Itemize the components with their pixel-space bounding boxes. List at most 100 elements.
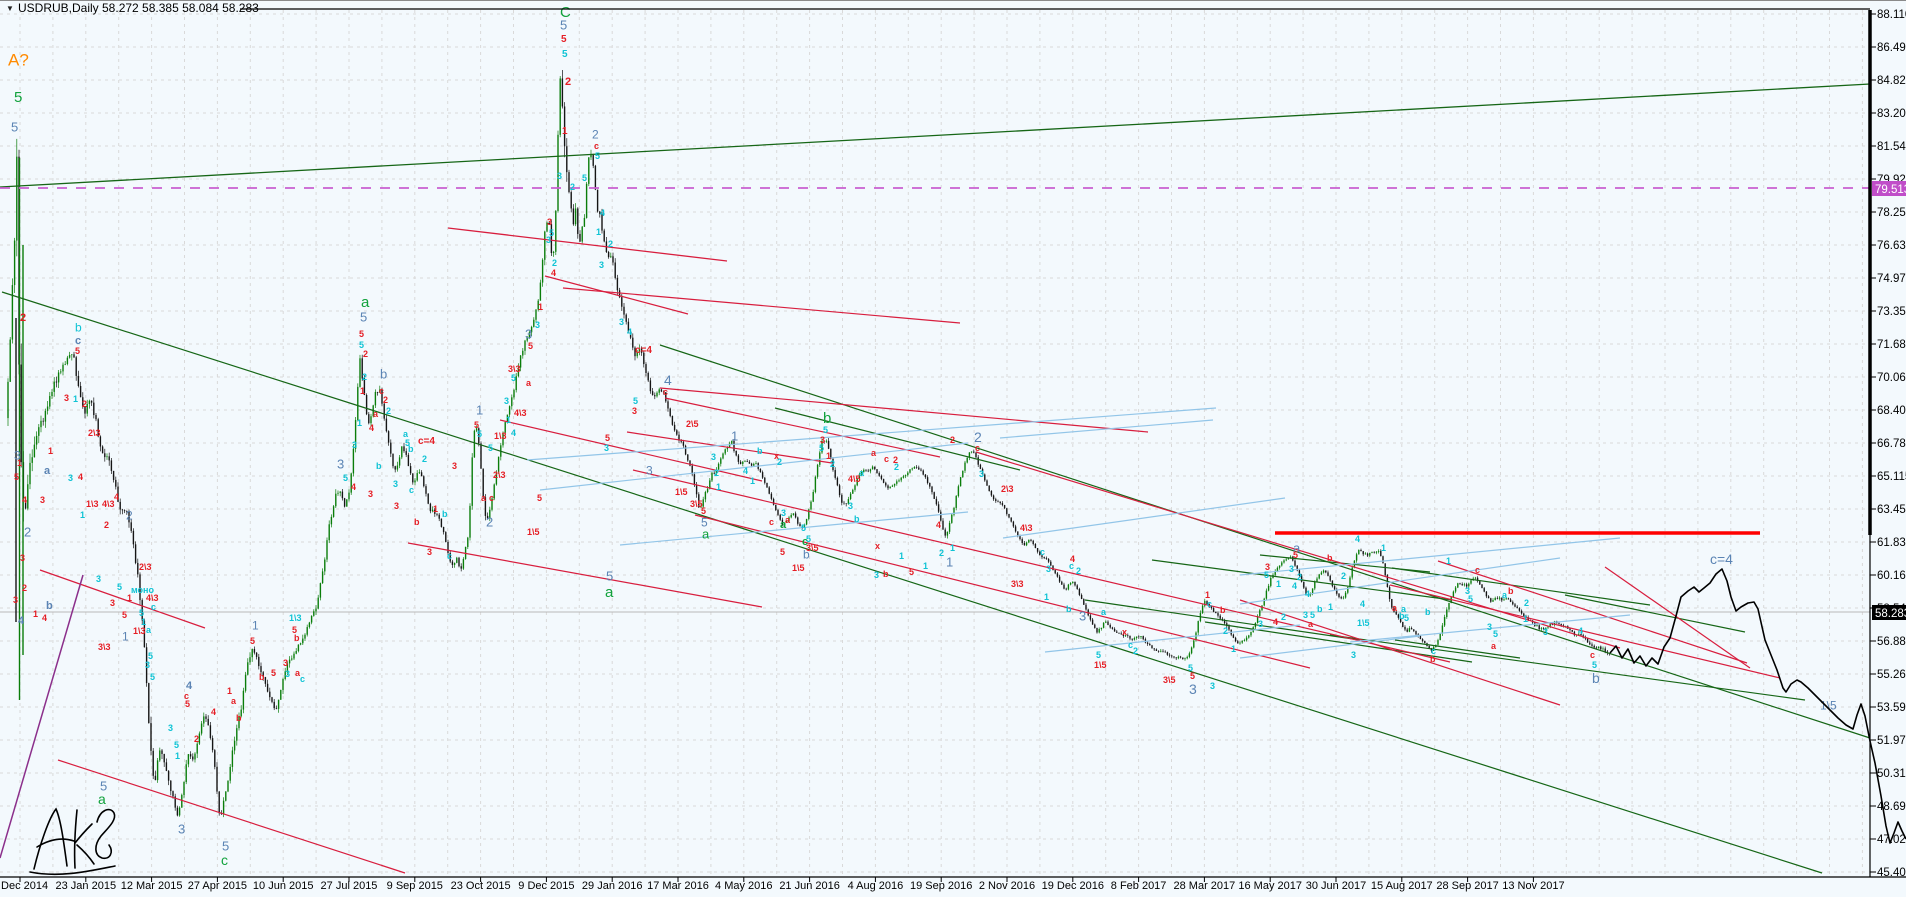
- wave-label[interactable]: 3: [145, 660, 150, 670]
- lightblue-channel-line[interactable]: [1349, 614, 1631, 643]
- red-trendline[interactable]: [57, 759, 406, 874]
- wave-label[interactable]: c: [1431, 646, 1436, 656]
- wave-label[interactable]: 4: [1360, 599, 1365, 609]
- wave-label[interactable]: a: [231, 696, 237, 706]
- wave-label[interactable]: 5: [185, 699, 190, 709]
- wave-label[interactable]: 2: [565, 76, 571, 88]
- green-trendline[interactable]: [659, 344, 1871, 739]
- wave-label[interactable]: 5: [174, 740, 179, 750]
- wave-label[interactable]: 2: [422, 454, 427, 464]
- wave-label[interactable]: 1: [227, 686, 232, 696]
- wave-label[interactable]: 3: [352, 440, 357, 450]
- wave-label[interactable]: 1: [1231, 644, 1236, 654]
- wave-label[interactable]: 3: [1258, 619, 1263, 629]
- wave-label[interactable]: 2\3: [493, 470, 506, 480]
- wave-label[interactable]: 5: [1264, 570, 1269, 580]
- wave-label[interactable]: 3: [546, 235, 551, 245]
- green-trendline[interactable]: [1394, 639, 1521, 659]
- wave-label[interactable]: a: [98, 791, 106, 807]
- wave-label[interactable]: 4: [551, 268, 556, 278]
- wave-label[interactable]: 1\3: [289, 613, 302, 623]
- wave-label[interactable]: 2: [24, 524, 31, 539]
- wave-label[interactable]: c: [221, 852, 228, 868]
- wave-label[interactable]: 2: [386, 406, 391, 416]
- wave-label[interactable]: 3: [40, 495, 45, 505]
- wave-label[interactable]: 3: [68, 473, 73, 483]
- wave-label[interactable]: 3: [283, 658, 288, 668]
- wave-label[interactable]: 1: [506, 415, 511, 425]
- wave-label[interactable]: c: [1590, 650, 1595, 660]
- wave-label[interactable]: 1\3: [494, 431, 507, 441]
- wave-label[interactable]: 4: [351, 482, 356, 492]
- wave-label[interactable]: 5: [595, 151, 600, 161]
- wave-label[interactable]: c: [769, 517, 774, 527]
- wave-label[interactable]: 3: [96, 574, 101, 584]
- wave-label[interactable]: 2: [1223, 626, 1228, 636]
- wave-label[interactable]: c: [884, 454, 889, 464]
- lightblue-channel-line[interactable]: [619, 511, 969, 546]
- wave-label[interactable]: 2: [194, 734, 199, 744]
- wave-label[interactable]: 5: [1493, 629, 1498, 639]
- wave-label[interactable]: c=4: [1710, 551, 1733, 567]
- wave-label[interactable]: 3: [1189, 681, 1197, 697]
- lightblue-channel-line[interactable]: [999, 419, 1214, 439]
- red-trendline[interactable]: [447, 227, 728, 262]
- wave-label[interactable]: c: [594, 141, 599, 151]
- wave-label[interactable]: b: [757, 446, 763, 456]
- wave-label[interactable]: 1\5: [675, 487, 688, 497]
- wave-label[interactable]: c: [1069, 561, 1074, 571]
- wave-label[interactable]: 5: [488, 443, 493, 453]
- green-trendline[interactable]: [1, 291, 1823, 874]
- wave-label[interactable]: 3: [1210, 681, 1215, 691]
- wave-label[interactable]: 1: [252, 619, 259, 633]
- wave-label[interactable]: x: [1122, 627, 1127, 637]
- wave-label[interactable]: 2: [486, 514, 493, 529]
- wave-label[interactable]: 5: [582, 173, 587, 183]
- wave-label[interactable]: 2: [570, 182, 575, 192]
- wave-label[interactable]: 1: [1328, 602, 1333, 612]
- green-trendline[interactable]: [1084, 599, 1361, 641]
- wave-label[interactable]: 1: [48, 446, 53, 456]
- wave-label[interactable]: 2: [82, 399, 87, 409]
- wave-label[interactable]: 1: [1044, 592, 1049, 602]
- red-trendline[interactable]: [659, 387, 1149, 433]
- wave-label[interactable]: 1: [433, 504, 438, 514]
- wave-label[interactable]: b: [1317, 604, 1323, 614]
- wave-label[interactable]: 3: [781, 508, 786, 518]
- wave-label[interactable]: b: [1425, 607, 1431, 617]
- wave-label[interactable]: 1: [562, 126, 568, 137]
- lightblue-channel-line[interactable]: [539, 442, 969, 491]
- wave-label[interactable]: 5: [806, 534, 811, 544]
- wave-label[interactable]: 3: [168, 723, 173, 733]
- red-trendline[interactable]: [562, 287, 961, 324]
- wave-label[interactable]: 3: [599, 260, 604, 270]
- wave-label[interactable]: 5: [343, 473, 348, 483]
- wave-label[interactable]: b: [1220, 605, 1226, 615]
- wave-label[interactable]: 2: [363, 349, 368, 359]
- wave-label[interactable]: c: [151, 602, 156, 612]
- wave-label[interactable]: 3: [632, 406, 637, 416]
- red-trendline[interactable]: [544, 275, 689, 315]
- wave-label[interactable]: 3\3: [1011, 579, 1024, 589]
- wave-label[interactable]: 5: [528, 341, 533, 351]
- wave-label[interactable]: 2\3: [1001, 484, 1014, 494]
- wave-label[interactable]: 2: [974, 429, 982, 445]
- wave-label[interactable]: 5: [405, 438, 410, 448]
- wave-label[interactable]: 3: [1543, 627, 1548, 637]
- wave-label[interactable]: 4: [1578, 626, 1583, 636]
- wave-label[interactable]: b: [380, 366, 387, 381]
- wave-label[interactable]: 4: [1070, 554, 1075, 564]
- wave-label[interactable]: 3: [1046, 564, 1051, 574]
- wave-label[interactable]: 5: [14, 89, 22, 106]
- wave-label[interactable]: 3: [1289, 564, 1294, 574]
- wave-label[interactable]: 2: [714, 468, 719, 478]
- wave-label[interactable]: 2: [893, 455, 898, 465]
- wave-label[interactable]: 5: [549, 228, 554, 238]
- wave-label[interactable]: 1: [175, 751, 180, 761]
- wave-label[interactable]: 2\3: [139, 562, 152, 572]
- wave-label[interactable]: a: [526, 378, 532, 388]
- wave-label[interactable]: 4: [22, 495, 27, 505]
- wave-label[interactable]: 5: [139, 608, 144, 618]
- wave-label[interactable]: 2: [1524, 598, 1529, 608]
